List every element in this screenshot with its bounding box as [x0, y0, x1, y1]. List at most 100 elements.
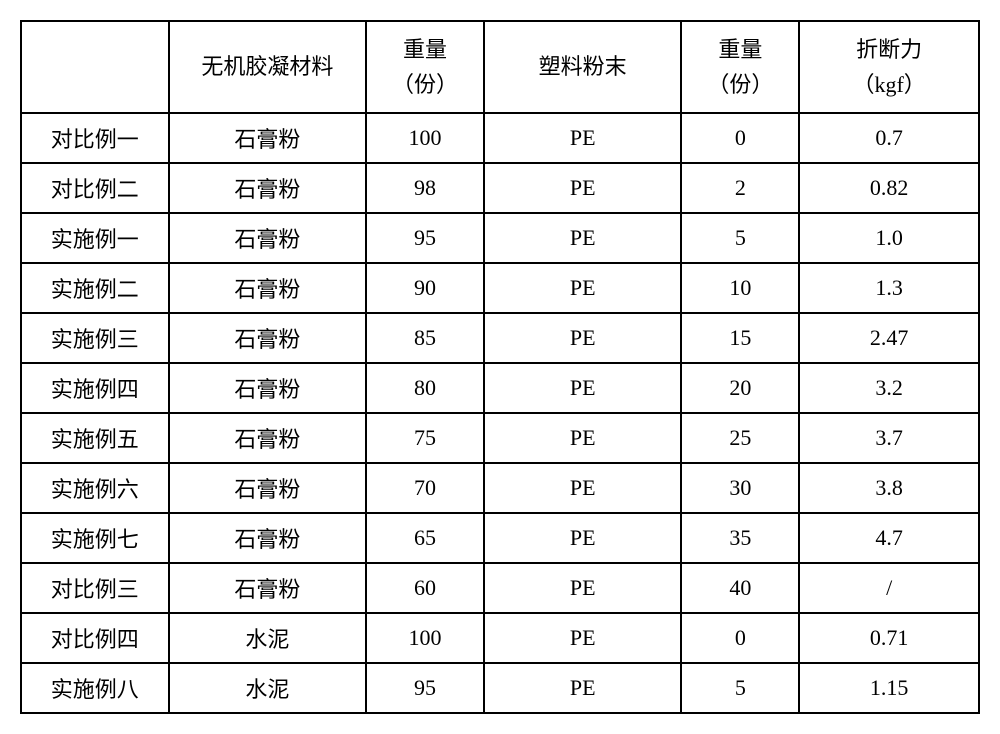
table-row: 对比例四水泥100PE00.71: [21, 613, 979, 663]
cell-weight2: 0: [681, 113, 799, 163]
cell-weight2: 30: [681, 463, 799, 513]
table-body: 对比例一石膏粉100PE00.7对比例二石膏粉98PE20.82实施例一石膏粉9…: [21, 113, 979, 713]
cell-material: 石膏粉: [169, 463, 366, 513]
cell-powder: PE: [484, 363, 681, 413]
cell-force: 1.15: [799, 663, 979, 713]
cell-weight1: 100: [366, 613, 484, 663]
cell-powder: PE: [484, 513, 681, 563]
header-label-4-line2: （份）: [686, 67, 794, 102]
table-row: 实施例四石膏粉80PE203.2: [21, 363, 979, 413]
table-header-row: 无机胶凝材料 重量 （份） 塑料粉末 重量 （份）: [21, 21, 979, 113]
cell-weight1: 95: [366, 213, 484, 263]
cell-label: 实施例七: [21, 513, 169, 563]
cell-label: 对比例二: [21, 163, 169, 213]
cell-weight2: 40: [681, 563, 799, 613]
cell-force: 1.3: [799, 263, 979, 313]
cell-label: 实施例八: [21, 663, 169, 713]
header-label-4-line1: 重量: [686, 32, 794, 67]
cell-powder: PE: [484, 113, 681, 163]
cell-powder: PE: [484, 563, 681, 613]
cell-weight1: 85: [366, 313, 484, 363]
cell-weight2: 25: [681, 413, 799, 463]
cell-weight1: 90: [366, 263, 484, 313]
cell-powder: PE: [484, 213, 681, 263]
cell-material: 水泥: [169, 663, 366, 713]
cell-weight1: 95: [366, 663, 484, 713]
cell-weight1: 80: [366, 363, 484, 413]
cell-force: 3.7: [799, 413, 979, 463]
cell-powder: PE: [484, 163, 681, 213]
cell-weight2: 0: [681, 613, 799, 663]
header-cell-4: 重量 （份）: [681, 21, 799, 113]
cell-weight2: 2: [681, 163, 799, 213]
cell-material: 石膏粉: [169, 363, 366, 413]
cell-weight1: 100: [366, 113, 484, 163]
cell-material: 石膏粉: [169, 163, 366, 213]
table-row: 实施例一石膏粉95PE51.0: [21, 213, 979, 263]
table-row: 实施例五石膏粉75PE253.7: [21, 413, 979, 463]
cell-label: 对比例四: [21, 613, 169, 663]
cell-label: 对比例一: [21, 113, 169, 163]
header-cell-0: [21, 21, 169, 113]
cell-material: 石膏粉: [169, 263, 366, 313]
cell-force: 3.2: [799, 363, 979, 413]
cell-label: 实施例四: [21, 363, 169, 413]
header-label-1-line1: 无机胶凝材料: [174, 49, 361, 84]
cell-weight1: 70: [366, 463, 484, 513]
cell-weight2: 20: [681, 363, 799, 413]
header-cell-2: 重量 （份）: [366, 21, 484, 113]
table-row: 实施例六石膏粉70PE303.8: [21, 463, 979, 513]
cell-weight2: 10: [681, 263, 799, 313]
table-row: 实施例二石膏粉90PE101.3: [21, 263, 979, 313]
cell-force: 2.47: [799, 313, 979, 363]
header-label-5-line1: 折断力: [804, 32, 974, 67]
cell-label: 实施例六: [21, 463, 169, 513]
cell-powder: PE: [484, 413, 681, 463]
cell-force: 3.8: [799, 463, 979, 513]
cell-force: /: [799, 563, 979, 613]
table-row: 对比例一石膏粉100PE00.7: [21, 113, 979, 163]
table-row: 实施例八水泥95PE51.15: [21, 663, 979, 713]
header-cell-3: 塑料粉末: [484, 21, 681, 113]
cell-force: 0.71: [799, 613, 979, 663]
header-cell-1: 无机胶凝材料: [169, 21, 366, 113]
cell-label: 实施例三: [21, 313, 169, 363]
header-label-2-line2: （份）: [371, 67, 479, 102]
table-row: 对比例二石膏粉98PE20.82: [21, 163, 979, 213]
cell-weight1: 65: [366, 513, 484, 563]
table-row: 对比例三石膏粉60PE40/: [21, 563, 979, 613]
cell-powder: PE: [484, 313, 681, 363]
cell-weight2: 35: [681, 513, 799, 563]
cell-label: 实施例五: [21, 413, 169, 463]
cell-powder: PE: [484, 613, 681, 663]
data-table: 无机胶凝材料 重量 （份） 塑料粉末 重量 （份）: [20, 20, 980, 714]
header-label-2-line1: 重量: [371, 32, 479, 67]
header-label-5-line2: （kgf）: [804, 67, 974, 102]
cell-weight2: 5: [681, 663, 799, 713]
cell-powder: PE: [484, 263, 681, 313]
cell-force: 0.82: [799, 163, 979, 213]
header-cell-5: 折断力 （kgf）: [799, 21, 979, 113]
cell-force: 0.7: [799, 113, 979, 163]
cell-material: 水泥: [169, 613, 366, 663]
cell-weight1: 98: [366, 163, 484, 213]
cell-powder: PE: [484, 463, 681, 513]
cell-weight2: 5: [681, 213, 799, 263]
cell-force: 4.7: [799, 513, 979, 563]
cell-material: 石膏粉: [169, 513, 366, 563]
cell-material: 石膏粉: [169, 213, 366, 263]
cell-label: 实施例一: [21, 213, 169, 263]
cell-material: 石膏粉: [169, 563, 366, 613]
cell-powder: PE: [484, 663, 681, 713]
cell-material: 石膏粉: [169, 313, 366, 363]
cell-weight1: 60: [366, 563, 484, 613]
cell-material: 石膏粉: [169, 113, 366, 163]
table-row: 实施例三石膏粉85PE152.47: [21, 313, 979, 363]
header-label-3-line1: 塑料粉末: [489, 49, 676, 84]
cell-force: 1.0: [799, 213, 979, 263]
cell-material: 石膏粉: [169, 413, 366, 463]
cell-label: 对比例三: [21, 563, 169, 613]
cell-weight2: 15: [681, 313, 799, 363]
cell-weight1: 75: [366, 413, 484, 463]
table-row: 实施例七石膏粉65PE354.7: [21, 513, 979, 563]
